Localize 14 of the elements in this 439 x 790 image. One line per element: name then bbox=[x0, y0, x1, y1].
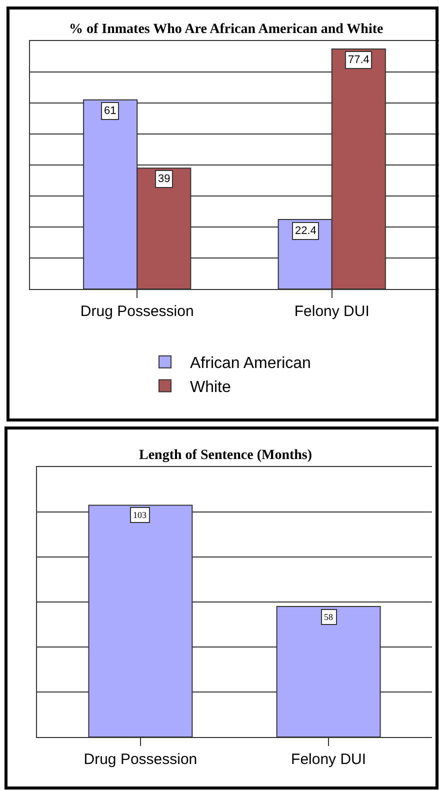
x-tick-label: Drug Possession bbox=[84, 751, 198, 768]
data-label: 58 bbox=[324, 612, 334, 622]
data-label: 77.4 bbox=[348, 54, 370, 66]
x-tick-label: Felony DUI bbox=[294, 303, 370, 320]
legend-label: African American bbox=[190, 355, 311, 372]
x-tick-label: Drug Possession bbox=[80, 303, 194, 320]
data-label: 22.4 bbox=[295, 225, 316, 237]
chart-title: % of Inmates Who Are African American and White bbox=[69, 22, 384, 37]
data-label: 39 bbox=[158, 173, 170, 185]
data-label: 61 bbox=[104, 105, 116, 117]
x-tick-label: Felony DUI bbox=[291, 751, 366, 768]
data-label: 103 bbox=[133, 510, 147, 520]
legend-label: White bbox=[190, 378, 231, 396]
chart-title: Length of Sentence (Months) bbox=[139, 448, 312, 463]
